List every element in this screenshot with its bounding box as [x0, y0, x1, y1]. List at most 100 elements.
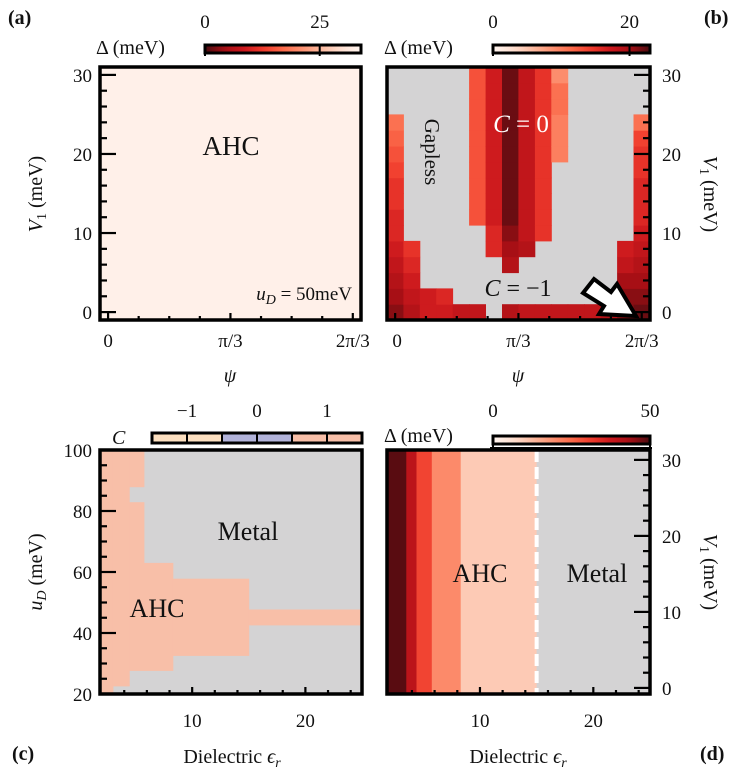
- tick-label: 10: [73, 224, 92, 245]
- tick-label: 0: [488, 12, 498, 33]
- heatmap-cell: [534, 98, 552, 115]
- heatmap-cell: [534, 114, 552, 131]
- heatmap-cell: [485, 146, 503, 163]
- y-axis-label-a: V1 (meV): [25, 156, 50, 232]
- heatmap-cell: [485, 82, 503, 100]
- heatmap-cell: [100, 67, 361, 320]
- heatmap-cell: [551, 130, 569, 147]
- heatmap-cell: [469, 193, 486, 210]
- heatmap-cell: [617, 240, 634, 258]
- tick-label: 10: [470, 711, 489, 732]
- tick-label: π/3: [506, 331, 530, 352]
- heatmap-cell: [387, 177, 404, 194]
- heatmap-cell: [452, 304, 470, 321]
- tick-label: 20: [620, 12, 639, 33]
- heatmap-cell: [518, 209, 536, 226]
- heatmap-cell: [617, 256, 634, 274]
- heatmap-cell: [633, 256, 651, 274]
- tick-label: 20: [584, 711, 603, 732]
- heatmap-cell: [534, 82, 552, 100]
- heatmap-cell: [485, 193, 503, 210]
- heatmap-cell: [534, 304, 552, 321]
- heatmap-column: [431, 450, 462, 694]
- tick-label: 10: [662, 224, 681, 245]
- annotation-ahc-a: AHC: [202, 131, 259, 161]
- colorbar: [491, 43, 652, 55]
- heatmap-cell: [534, 225, 552, 242]
- panel-label-b: (b): [704, 7, 728, 29]
- heatmap-cell: [633, 161, 651, 179]
- ahc-region-cell: [172, 578, 250, 656]
- panel-label-c: (c): [12, 743, 34, 765]
- heatmap-cell: [502, 177, 519, 194]
- tick-label: 0: [252, 401, 262, 422]
- colorbar: [491, 434, 652, 446]
- heatmap-cell: [633, 193, 651, 210]
- colorbar-a-label: Δ (meV): [96, 37, 165, 59]
- tick-label: 60: [73, 563, 92, 584]
- heatmap-cell: [419, 288, 437, 305]
- arrow-icon: [580, 276, 640, 319]
- heatmap-cell: [633, 272, 651, 289]
- heatmap-cell: [518, 225, 536, 242]
- heatmap-cell: [534, 146, 552, 163]
- annotation-ahc-d: AHC: [453, 559, 508, 588]
- tick-label: 20: [73, 685, 92, 706]
- tick-label: 1: [322, 401, 332, 422]
- heatmap-cell: [633, 209, 651, 226]
- heatmap-cell: [518, 67, 536, 84]
- heatmap-cell: [534, 177, 552, 194]
- tick-label: 30: [662, 451, 681, 472]
- heatmap-cell: [518, 240, 536, 258]
- tick-label: 20: [296, 711, 315, 732]
- heatmap-cell: [387, 240, 404, 258]
- heatmap-cell: [469, 304, 486, 321]
- tick-label: 2π/3: [336, 331, 370, 352]
- colorbar-segment: [327, 433, 362, 443]
- ahc-region-cell: [129, 502, 145, 671]
- tick-label: 0: [662, 679, 672, 700]
- heatmap-cell: [502, 304, 519, 321]
- heatmap-cell: [502, 114, 519, 131]
- annotation-ud-a: uD = 50meV: [256, 284, 352, 308]
- heatmap-cell: [403, 304, 421, 321]
- heatmap-cell: [518, 146, 536, 163]
- heatmap-cell: [436, 288, 454, 305]
- heatmap-cell: [387, 161, 404, 179]
- heatmap-cell: [518, 177, 536, 194]
- heatmap-cell: [534, 130, 552, 147]
- heatmap-cell: [387, 304, 404, 321]
- heatmap-cell: [518, 82, 536, 100]
- plot-frame: [385, 448, 652, 696]
- heatmap-cell: [502, 193, 519, 210]
- x-axis-label-b: ψ: [512, 365, 525, 387]
- heatmap-cell: [534, 67, 552, 84]
- heatmap-cell: [534, 193, 552, 210]
- heatmap-cell: [551, 82, 569, 100]
- heatmap-cell: [617, 272, 634, 289]
- ahc-region-cell: [112, 450, 130, 687]
- colorbar-segment: [152, 433, 187, 443]
- tick-label: 80: [73, 502, 92, 523]
- heatmap-cell: [584, 304, 602, 321]
- heatmap-cell: [485, 98, 503, 115]
- heatmap-cell: [387, 114, 404, 131]
- heatmap-cell: [518, 161, 536, 179]
- ahc-region-cell: [248, 609, 363, 626]
- heatmap-cell: [633, 114, 651, 131]
- tick-label: π/3: [218, 331, 242, 352]
- heatmap-cell: [518, 98, 536, 115]
- annotation-metal-d: Metal: [567, 559, 628, 588]
- heatmap-cell: [502, 240, 519, 258]
- tick-label: 30: [662, 66, 681, 87]
- heatmap-cell: [485, 177, 503, 194]
- tick-label: 20: [73, 145, 92, 166]
- heatmap-cell: [469, 209, 486, 226]
- heatmap-cell: [551, 114, 569, 131]
- heatmap-cell: [567, 304, 585, 321]
- heatmap-cell: [551, 304, 569, 321]
- heatmap-cell: [485, 225, 503, 242]
- colorbar-segment: [257, 433, 292, 443]
- tick-label: 0: [103, 331, 113, 352]
- heatmap-cell: [469, 130, 486, 147]
